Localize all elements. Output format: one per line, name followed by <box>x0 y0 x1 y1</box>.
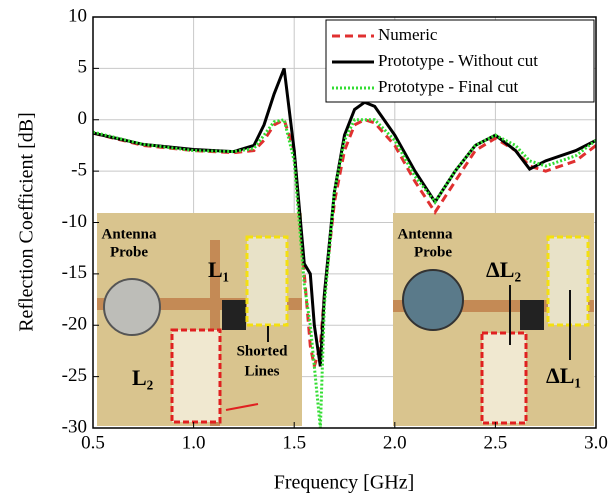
x-tick-label: 3.0 <box>584 432 608 453</box>
annotation: ΔL₁ <box>546 363 581 388</box>
y-tick-label: -25 <box>62 365 87 386</box>
y-tick-label: -30 <box>62 416 87 437</box>
y-tick-label: 10 <box>68 5 87 26</box>
y-tick-label: -15 <box>62 262 87 283</box>
annotation: L₁ <box>208 257 229 282</box>
annotation: Probe <box>414 244 452 260</box>
annotation: ΔL₂ <box>486 257 521 282</box>
legend-label: Prototype - Without cut <box>378 51 538 70</box>
annotation: Antenna <box>397 226 453 242</box>
data-line <box>93 117 596 367</box>
annotation: Probe <box>110 244 148 260</box>
inset-labels: Antenna Probe L₁ Shorted Lines L₂ Antenn… <box>101 226 581 390</box>
x-tick-label: 2.5 <box>484 432 508 453</box>
legend: Numeric Prototype - Without cut Prototype … <box>325 19 595 103</box>
annotation: L₂ <box>132 365 154 390</box>
annotation: Antenna <box>101 226 157 242</box>
annotation: Lines <box>244 363 279 379</box>
x-tick-label: 1.0 <box>182 432 206 453</box>
inset-photo <box>393 213 594 426</box>
plot-lines <box>93 67 596 428</box>
legend-label: Prototype - Final cut <box>378 77 519 96</box>
legend-label: Numeric <box>378 25 438 44</box>
y-axis-label: Reflection Coefficient [dB] <box>16 112 38 332</box>
data-line <box>93 117 596 428</box>
x-tick-label: 2.0 <box>383 432 407 453</box>
y-tick-label: -5 <box>71 159 87 180</box>
y-tick-label: 5 <box>78 57 88 78</box>
ticks: 0.5 1.0 1.5 2.0 2.5 3.0 -30 -25 -20 -15 -10 -5 0 5 10 <box>62 5 608 453</box>
x-axis-label: Frequency [GHz] <box>274 472 415 494</box>
y-tick-label: -10 <box>62 211 87 232</box>
x-tick-label: 1.5 <box>282 432 306 453</box>
y-tick-label: -20 <box>62 314 87 335</box>
inset-photo <box>97 213 302 426</box>
y-tick-label: 0 <box>78 108 88 129</box>
x-tick-label: 0.5 <box>81 432 105 453</box>
annotation: Shorted <box>237 343 288 359</box>
